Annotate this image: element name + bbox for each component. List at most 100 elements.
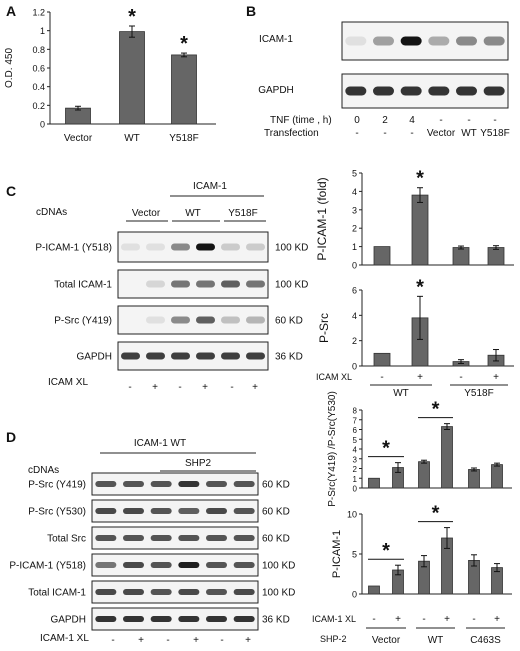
panel-d-blot-kd: 60 KD: [262, 534, 290, 545]
panel-c-blot-row-band-2: [146, 316, 165, 324]
panel-c-chart1-y-tick-label: 3: [352, 205, 357, 215]
panel-d-chart-xl-value: +: [395, 614, 401, 625]
panel-c-group-label: Vector: [132, 208, 161, 219]
panel-d-chart1-y-tick-label: 1: [353, 475, 358, 484]
panel-d-blot-row-band-5: [205, 508, 228, 514]
panel-a-bar: [171, 54, 197, 125]
panel-d-chart1-y-tick-label: 3: [353, 455, 358, 464]
panel-b-gapdh-blot-band-5: [455, 86, 478, 96]
row-label-transfection: Transfection: [264, 128, 319, 139]
panel-d-chart1-bar: [491, 464, 503, 489]
panel-c-xl-value: +: [152, 382, 158, 393]
panel-c-xl-value: +: [252, 382, 258, 393]
transfection-value: -: [355, 128, 358, 139]
tnf-value: 0: [354, 115, 360, 126]
panel-d-blot-row-band-2: [122, 589, 145, 595]
panel-b-icam-blot-band-4: [428, 36, 450, 46]
transfection-value: -: [383, 128, 386, 139]
panel-c-chart1-bar: [373, 246, 391, 266]
panel-d-chart2-significance-asterisk: *: [432, 503, 440, 525]
panel-d-chart-group-label: Vector: [372, 635, 401, 646]
panel-c-blot-row-band-2: [146, 352, 165, 360]
panel-d-blot-name: GAPDH: [50, 615, 86, 626]
tnf-value: 4: [409, 115, 415, 126]
panel-c-chart-xl-value: +: [417, 372, 423, 383]
transfection-value: Vector: [427, 128, 456, 139]
panel-b-gapdh-blot-band-1: [345, 86, 367, 96]
panel-letter-a: A: [6, 3, 16, 19]
panel-d-chart2-y-tick-label: 10: [347, 510, 357, 520]
panel-d-blot-row-band-4: [178, 508, 200, 514]
panel-c-xl-label: ICAM XL: [48, 377, 88, 388]
panel-d-blot-name: P-Src (Y530): [28, 507, 86, 518]
panel-d-chart1-y-tick-label: 6: [353, 426, 358, 435]
panel-d-blot-row-band-6: [233, 616, 255, 622]
panel-d-chart-xl-label: ICAM-1 XL: [312, 614, 356, 624]
panel-c-xl-value: -: [178, 382, 181, 393]
panel-d-chart1-significance-asterisk: *: [382, 438, 390, 460]
panel-d-blot-row-band-6: [233, 481, 255, 487]
panel-d-blot-row-band-5: [205, 616, 228, 622]
panel-a-x-label: WT: [124, 133, 140, 144]
panel-c-chart-xl-value: +: [493, 372, 499, 383]
panel-d-cdnas-label: cDNAs: [28, 465, 59, 476]
panel-c-chart1-y-tick-label: 4: [352, 187, 357, 197]
panel-d-blot-row-band-6: [233, 589, 255, 595]
panel-c-blot-row-band-5: [221, 352, 240, 360]
panel-d-blot-kd: 100 KD: [262, 561, 295, 572]
panel-d-chart-shp-label: SHP-2: [320, 634, 347, 644]
panel-d-blot-row-band-6: [233, 508, 255, 514]
panel-d-xl-value: +: [138, 635, 144, 646]
panel-d-blot-name: Total ICAM-1: [28, 588, 86, 599]
panel-d-chart1-y-tick-label: 4: [353, 446, 358, 455]
tnf-value: -: [439, 115, 442, 126]
tnf-value: 2: [382, 115, 388, 126]
panel-d-blot-row-band-4: [178, 481, 200, 487]
panel-c-blot-kd: 36 KD: [275, 352, 303, 363]
panel-d-blot-row-band-1: [95, 481, 117, 487]
panel-c-chart2-y-tick-label: 0: [352, 362, 357, 372]
panel-d-chart1-y-tick-label: 5: [353, 436, 358, 445]
panel-d-blot-row-frame: [91, 607, 259, 631]
panel-c-blot-row-band-5: [221, 243, 240, 251]
panel-d-blot-row-band-1: [95, 616, 117, 622]
panel-d-blot-row-band-6: [233, 562, 255, 568]
panel-a-y-tick-label: 0.8: [32, 45, 45, 55]
panel-d-chart-xl-value: +: [494, 614, 500, 625]
panel-c-blot-row-band-3: [171, 352, 190, 360]
panel-c-blot-kd: 100 KD: [275, 280, 308, 291]
panel-a-significance-asterisk: *: [180, 33, 188, 55]
panel-c-blot-row-band-6: [246, 243, 265, 251]
panel-c-blot-name: P-Src (Y419): [54, 316, 112, 327]
panel-c-blot-row-frame: [117, 305, 269, 335]
panel-d-chart2-y-label: P-ICAM-1: [331, 530, 343, 578]
panel-b-gapdh-blot-frame: [341, 73, 509, 109]
panel-d-chart-x-labels: ICAM-1 XL - + - + - + SHP-2 Vector WT C463S: [312, 614, 505, 646]
panel-d-blot-kd: 100 KD: [262, 588, 295, 599]
panel-a-bar: [119, 31, 145, 125]
panel-a-significance-asterisk: *: [128, 6, 136, 28]
panel-a-y-tick-label: 0.4: [32, 82, 45, 92]
panel-c-blot-row-band-4: [196, 352, 215, 360]
panel-d-blot-row-band-3: [150, 481, 172, 487]
panel-c-blot-row-band-1: [121, 352, 140, 360]
panel-c-chart2-significance-asterisk: *: [416, 276, 424, 298]
panel-a-y-tick-label: 0.6: [32, 64, 45, 74]
panel-c-chart-x-labels: ICAM XL - + - + WT Y518F: [316, 372, 508, 399]
panel-c-blot-row-band-3: [171, 243, 190, 251]
panel-d-blot-row-band-1: [95, 508, 117, 514]
tnf-value: -: [493, 115, 496, 126]
panel-d-blot-row-band-4: [178, 535, 200, 541]
panel-d-blot-name: P-ICAM-1 (Y518): [9, 561, 86, 572]
panel-c-chart2-y-tick-label: 4: [352, 311, 357, 321]
panel-c-chart-xl-value: -: [380, 372, 383, 383]
panel-d-blot-row-band-3: [150, 616, 172, 622]
panel-c-blot-row-frame: [117, 231, 269, 263]
panel-c-blot-row-band-6: [246, 352, 265, 360]
panel-a-y-label: O.D. 450: [4, 48, 15, 88]
panel-c-chart2-y-tick-label: 6: [352, 286, 357, 296]
panel-c-chart-group-wt: WT: [393, 388, 409, 399]
panel-a-bar-chart: 0 0.2 0.4 0.6 0.8 1 1.2 * * O.D. 450 Vector WT Y518F: [4, 6, 216, 144]
panel-c-blot-name: GAPDH: [76, 352, 112, 363]
